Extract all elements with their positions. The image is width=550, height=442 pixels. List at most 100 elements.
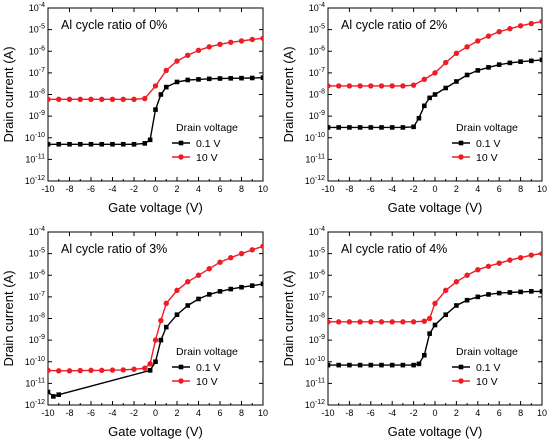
data-point bbox=[539, 18, 542, 25]
y-tick-label: 10-9 bbox=[309, 334, 325, 345]
chart-panel-4: -10 -8 -6 -4 -2 0 2 4 6 8 10 10-12 10-11 10-10 10-9 10-… bbox=[281, 226, 547, 439]
data-point bbox=[174, 79, 180, 85]
data-point bbox=[336, 125, 341, 130]
legend-label: 10 V bbox=[476, 152, 498, 164]
data-point bbox=[443, 287, 449, 294]
x-tick-label: -8 bbox=[65, 184, 73, 194]
data-point bbox=[389, 83, 395, 89]
y-tick-label: 10-5 bbox=[309, 248, 325, 259]
x-tick-label: -6 bbox=[367, 184, 375, 194]
data-point bbox=[368, 125, 374, 130]
data-point bbox=[454, 79, 459, 84]
data-point bbox=[48, 96, 51, 102]
data-point bbox=[357, 319, 363, 325]
data-point bbox=[539, 289, 542, 294]
data-point bbox=[389, 125, 395, 130]
legend-marker bbox=[178, 378, 184, 384]
y-tick-label: 10-5 bbox=[309, 24, 325, 35]
x-tick-label: -8 bbox=[345, 184, 353, 194]
data-point bbox=[475, 267, 481, 273]
data-point bbox=[195, 272, 202, 278]
series-line bbox=[48, 283, 263, 398]
data-point bbox=[249, 283, 255, 288]
data-point bbox=[152, 337, 159, 343]
x-axis-label: Gate voltage (V) bbox=[108, 424, 203, 439]
data-point bbox=[328, 83, 331, 89]
data-point bbox=[528, 252, 534, 258]
data-point bbox=[416, 361, 422, 367]
data-point bbox=[142, 365, 148, 371]
data-point bbox=[368, 362, 374, 368]
data-point bbox=[347, 125, 352, 130]
x-tick-label: 8 bbox=[239, 184, 244, 194]
data-point bbox=[196, 296, 201, 302]
legend-marker bbox=[178, 154, 184, 160]
legend-marker bbox=[178, 140, 184, 146]
data-point bbox=[539, 250, 542, 257]
x-tick-label: -4 bbox=[108, 184, 116, 194]
legend-entry-2: 10 V bbox=[172, 152, 218, 164]
data-point bbox=[426, 315, 433, 322]
series-1 bbox=[48, 281, 263, 399]
x-tick-label: 2 bbox=[454, 408, 459, 418]
x-tick-label: 4 bbox=[475, 184, 480, 194]
data-point bbox=[453, 50, 460, 57]
data-point bbox=[228, 39, 234, 45]
data-point bbox=[496, 62, 502, 67]
y-tick-label: 10-4 bbox=[309, 226, 325, 237]
data-point bbox=[410, 82, 417, 88]
data-point bbox=[260, 243, 263, 249]
data-point bbox=[400, 83, 406, 89]
data-point bbox=[464, 297, 470, 303]
data-point bbox=[432, 70, 438, 76]
data-point bbox=[152, 83, 159, 89]
data-point bbox=[131, 96, 137, 102]
data-point bbox=[99, 141, 105, 147]
data-point bbox=[464, 44, 470, 50]
legend-title: Drain voltage bbox=[176, 346, 238, 358]
x-tick-label: 4 bbox=[475, 408, 480, 418]
legend-entry-1: 0.1 V bbox=[172, 362, 221, 374]
legend-entry-2: 10 V bbox=[452, 152, 498, 164]
data-point bbox=[496, 29, 502, 35]
x-tick-label: -4 bbox=[388, 408, 396, 418]
data-point bbox=[336, 83, 342, 89]
data-point bbox=[195, 47, 202, 54]
chart-panel-1: -10 -8 -6 -4 -2 0 2 4 6 8 10 10-12 10-11 10-10 10-9 10-… bbox=[1, 2, 268, 215]
data-point bbox=[400, 362, 406, 368]
legend-label: 10 V bbox=[476, 376, 498, 388]
x-tick-label: -10 bbox=[41, 408, 54, 418]
data-point bbox=[48, 141, 51, 147]
legend-marker bbox=[458, 140, 464, 146]
legend-marker bbox=[458, 154, 464, 160]
data-point bbox=[328, 319, 331, 325]
y-tick-label: 10-7 bbox=[29, 291, 45, 302]
data-point bbox=[529, 58, 534, 64]
x-tick-label: 10 bbox=[258, 184, 268, 194]
data-point bbox=[464, 72, 470, 78]
data-point bbox=[56, 141, 62, 147]
data-point bbox=[336, 319, 342, 325]
chart-panel-2: -10 -8 -6 -4 -2 0 2 4 6 8 10 10-12 10-11 10-10 10-9 10-… bbox=[281, 2, 547, 215]
x-tick-label: -2 bbox=[410, 408, 418, 418]
x-tick-label: -8 bbox=[65, 408, 73, 418]
x-tick-label: -2 bbox=[410, 184, 418, 194]
data-point bbox=[142, 141, 148, 146]
x-tick-label: 2 bbox=[174, 184, 179, 194]
data-point bbox=[163, 84, 169, 90]
legend-marker bbox=[458, 364, 464, 370]
data-point bbox=[411, 362, 416, 368]
legend-entry-1: 0.1 V bbox=[452, 362, 501, 374]
data-point bbox=[56, 392, 62, 397]
data-point bbox=[51, 394, 56, 399]
data-point bbox=[422, 103, 427, 109]
data-point bbox=[206, 292, 212, 297]
x-tick-label: -6 bbox=[87, 408, 95, 418]
data-point bbox=[238, 250, 245, 257]
data-point bbox=[443, 85, 448, 91]
legend-label: 0.1 V bbox=[196, 362, 221, 374]
data-point bbox=[206, 266, 212, 272]
data-point bbox=[147, 361, 153, 367]
data-point bbox=[88, 141, 94, 147]
data-point bbox=[400, 125, 406, 130]
